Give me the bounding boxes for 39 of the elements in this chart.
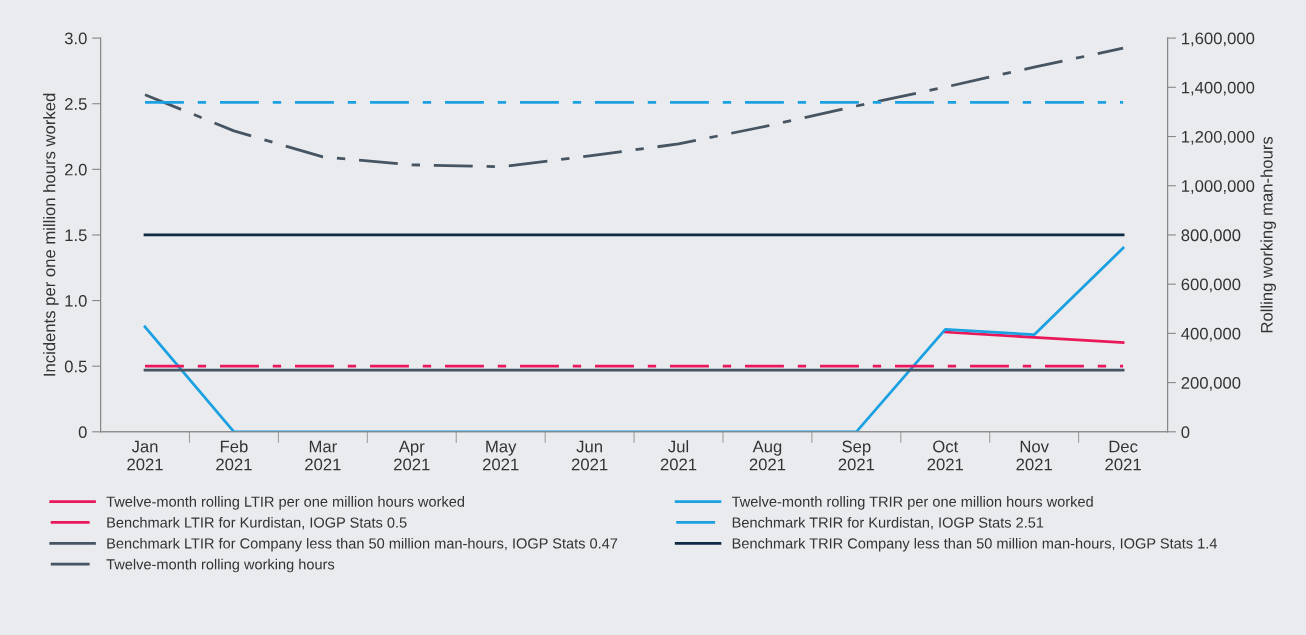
x-tick-label: Jan 2021 <box>127 440 163 471</box>
y-tick-label: 0.5 <box>64 360 87 373</box>
y2-tick-label: 0 <box>1181 426 1190 438</box>
y2-tick-label: 1,000,000 <box>1182 180 1255 194</box>
legend-label: Twelve-month rolling working hours <box>106 558 335 573</box>
y2-tick-label: 400,000 <box>1181 327 1241 342</box>
line-series <box>143 246 1125 432</box>
legend-label: Benchmark TRIR for Kurdistan, IOGP Stats 2.51 <box>732 516 1044 530</box>
y2-axis-title: Rolling working man-hours <box>1260 136 1276 333</box>
legend-label: Twelve-month rolling LTIR per one million hours worked <box>106 496 465 510</box>
legend-label: Benchmark LTIR for Kurdistan, IOGP Stats 0.5 <box>107 516 407 530</box>
y-tick-label: 1.0 <box>65 294 87 307</box>
y2-tick-label: 1,600,000 <box>1182 32 1255 47</box>
y-tick-label: 3.0 <box>64 32 87 45</box>
legend-label: Benchmark LTIR for Company less than 50 million man-hours, IOGP Stats 0.47 <box>107 537 618 552</box>
y-tick-label: 1.5 <box>65 229 87 242</box>
x-tick-label: Feb 2021 <box>216 440 252 471</box>
x-tick-label: Aug 2021 <box>749 440 786 471</box>
y-tick-label: 2.5 <box>65 98 87 110</box>
x-tick-label: Dec 2021 <box>1105 440 1141 471</box>
y2-tick-label: 800,000 <box>1181 229 1241 244</box>
y-tick-label: 2.0 <box>65 163 87 176</box>
x-tick-label: Apr 2021 <box>394 440 430 471</box>
y2-tick-label: 1,400,000 <box>1182 81 1255 96</box>
y2-tick-label: 600,000 <box>1181 278 1241 293</box>
x-tick-label: Mar 2021 <box>305 440 341 471</box>
legend-label: Benchmark TRIR Company less than 50 million man-hours, IOGP Stats 1.4 <box>732 537 1217 552</box>
y-axis-title: Incidents per one million hours worked <box>43 93 59 376</box>
legend-label: Twelve-month rolling TRIR per one million hours worked <box>731 496 1093 510</box>
x-tick-label: Sep 2021 <box>838 440 875 471</box>
y2-tick-label: 200,000 <box>1181 376 1241 391</box>
x-tick-label: Nov 2021 <box>1016 440 1052 471</box>
x-tick-label: Jun 2021 <box>571 440 608 471</box>
y-tick-label: 0 <box>78 426 87 438</box>
x-tick-label: Oct 2021 <box>927 440 963 471</box>
x-tick-label: Jul 2021 <box>660 440 697 471</box>
x-tick-label: May 2021 <box>482 440 519 471</box>
line-series <box>143 46 1125 169</box>
y2-tick-label: 1,200,000 <box>1182 130 1255 145</box>
